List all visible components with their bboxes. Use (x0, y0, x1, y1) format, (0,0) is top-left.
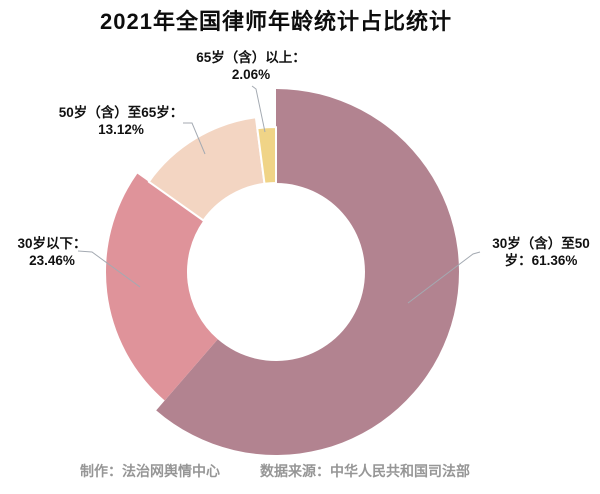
chart-footer: 制作：法治网舆情中心 数据来源：中华人民共和国司法部 (0, 461, 600, 483)
slice-label-text: 30岁以下： (17, 236, 87, 251)
chart-title: 2021年全国律师年龄统计占比统计 (100, 9, 452, 34)
label-leader-line-1 (77, 250, 141, 288)
slice-label-over-65: 65岁（含）以上： 2.06% (166, 50, 336, 83)
label-leader-line-2 (183, 122, 206, 155)
footer-producer: 制作：法治网舆情中心 (80, 463, 220, 479)
slice-label-text: 30岁（含）至50 (492, 236, 590, 251)
label-leader-line-3 (251, 85, 266, 133)
pie-slice-1 (106, 173, 218, 401)
slice-label-30-50: 30岁（含）至50 岁：61.36% (483, 236, 599, 269)
slice-label-value: 岁：61.36% (504, 252, 578, 268)
slice-label-value: 2.06% (231, 66, 271, 82)
slice-label-value: 23.46% (29, 252, 75, 268)
footer-source: 数据来源：中华人民共和国司法部 (260, 463, 470, 479)
pie-slice-3 (256, 125, 277, 185)
slice-label-text: 50岁（含）至65岁： (58, 105, 184, 120)
pie-slice-2 (147, 116, 266, 222)
slice-label-value: 13.12% (98, 121, 144, 137)
slice-label-text: 65岁（含）以上： (196, 50, 306, 65)
slice-label-under-30: 30岁以下： 23.46% (0, 236, 104, 269)
pie-slice-0 (156, 89, 459, 455)
label-leader-line-0 (407, 251, 481, 304)
slice-label-50-65: 50岁（含）至65岁： 13.12% (36, 105, 206, 138)
